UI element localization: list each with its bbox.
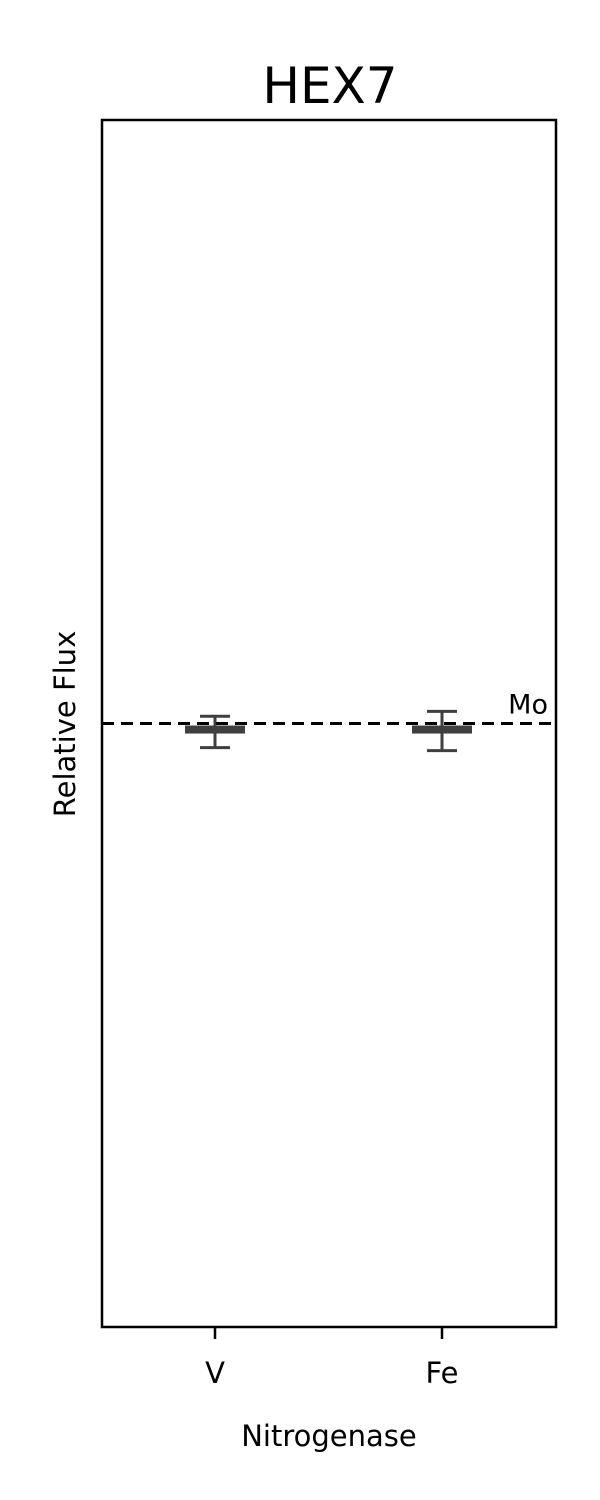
- plot-frame: [100, 118, 558, 1329]
- plot-area: Mo: [102, 690, 556, 753]
- x-axis-label: Nitrogenase: [241, 1419, 417, 1453]
- chart-title: HEX7: [262, 57, 397, 115]
- reference-label: Mo: [508, 690, 548, 721]
- x-tick-label-Fe: Fe: [426, 1356, 459, 1390]
- y-axis-label: Relative Flux: [48, 631, 82, 817]
- x-tick-label-V: V: [205, 1356, 225, 1390]
